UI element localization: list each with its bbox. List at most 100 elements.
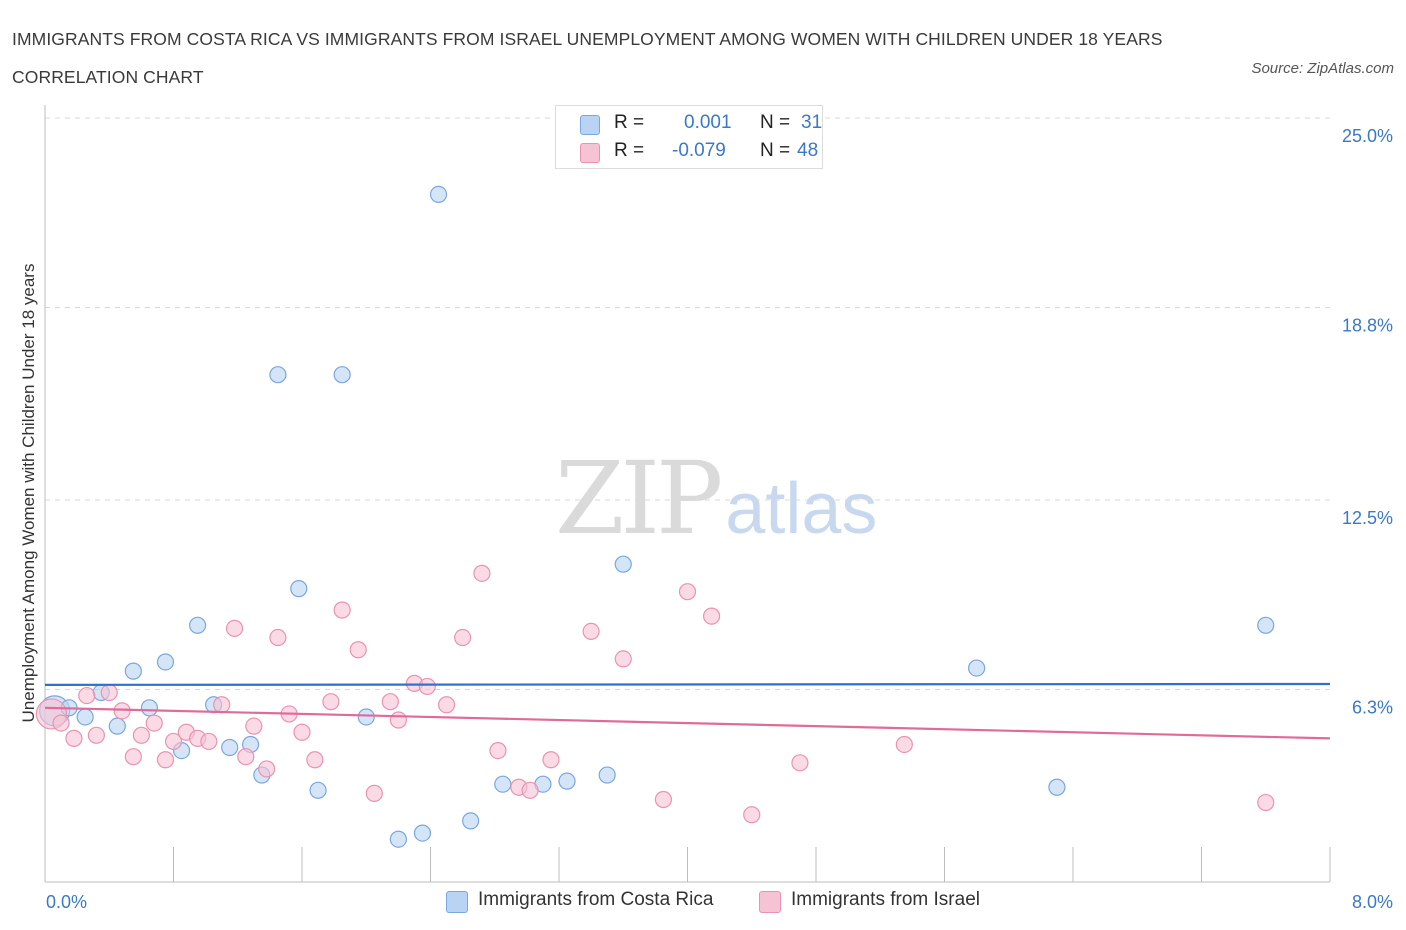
point-costa-rica — [413, 824, 432, 842]
point-israel — [213, 696, 231, 714]
point-costa-rica — [124, 662, 142, 680]
watermark: ZIPatlas — [555, 440, 877, 557]
point-costa-rica — [494, 775, 512, 793]
axes — [44, 105, 1331, 883]
n-value: 31 — [801, 112, 823, 133]
point-israel — [333, 601, 351, 619]
point-israel — [895, 735, 913, 754]
point-israel — [322, 693, 340, 711]
point-costa-rica — [108, 717, 126, 735]
point-costa-rica — [76, 708, 94, 726]
legend-swatch-pink — [580, 143, 600, 163]
r-value: 0.001 — [684, 112, 732, 133]
point-israel — [87, 726, 106, 744]
n-value: 48 — [797, 140, 819, 161]
series-costa-rica-points — [39, 185, 1275, 848]
source-note: Source: ZipAtlas.com — [1251, 60, 1394, 77]
point-costa-rica — [269, 366, 287, 384]
trend-line-costa-rica — [44, 682, 1331, 686]
point-israel — [78, 686, 96, 705]
legend-label: Immigrants from Costa Rica — [478, 889, 714, 910]
legend-swatch-blue — [580, 115, 600, 135]
y-tick-label: 12.5% — [1342, 508, 1393, 528]
point-israel — [124, 748, 142, 766]
series-israel-points — [35, 564, 1275, 824]
y-tick-label: 18.8% — [1342, 315, 1393, 335]
point-israel — [293, 723, 311, 741]
point-israel — [389, 711, 407, 729]
legend-swatch-blue — [446, 891, 468, 913]
point-israel — [582, 622, 600, 641]
point-israel — [156, 751, 175, 769]
legend-swatch-pink — [759, 891, 781, 913]
point-costa-rica — [389, 830, 407, 848]
point-costa-rica — [614, 555, 632, 573]
n-label: N = — [760, 112, 791, 133]
point-israel — [1257, 793, 1275, 812]
point-israel — [702, 607, 721, 625]
n-label: N = — [760, 140, 791, 161]
y-tick-label: 25.0% — [1342, 126, 1393, 146]
point-costa-rica — [429, 185, 448, 203]
point-israel — [145, 714, 163, 732]
point-israel — [237, 748, 255, 766]
point-costa-rica — [1257, 616, 1275, 634]
point-israel — [614, 650, 632, 668]
y-axis-label: Unemployment Among Women with Children U… — [19, 264, 38, 723]
point-israel — [791, 754, 809, 772]
point-israel — [349, 641, 367, 659]
point-israel — [454, 628, 472, 647]
point-israel — [381, 693, 399, 711]
point-costa-rica — [309, 781, 327, 799]
point-israel — [100, 683, 118, 702]
point-israel — [654, 790, 673, 809]
point-israel — [164, 732, 183, 751]
x-tick-label: 8.0% — [1352, 892, 1393, 912]
point-costa-rica — [188, 616, 207, 634]
r-label: R = — [614, 112, 645, 133]
point-costa-rica — [462, 812, 480, 830]
point-israel — [269, 628, 287, 647]
point-israel — [437, 696, 456, 714]
trend-line-israel — [44, 706, 1331, 740]
point-israel — [743, 806, 761, 824]
point-costa-rica — [968, 659, 986, 677]
point-israel — [418, 677, 436, 696]
point-costa-rica — [357, 708, 375, 726]
point-israel — [65, 729, 83, 747]
trend-lines — [44, 682, 1331, 740]
point-costa-rica — [140, 699, 159, 717]
y-tick-label: 6.3% — [1352, 697, 1393, 717]
point-israel — [258, 760, 276, 778]
point-costa-rica — [221, 738, 239, 757]
point-israel — [306, 751, 324, 769]
point-costa-rica — [290, 580, 308, 598]
point-israel — [473, 564, 491, 582]
point-costa-rica — [598, 766, 616, 784]
point-israel — [52, 714, 70, 732]
point-costa-rica — [558, 772, 576, 790]
point-israel — [542, 751, 560, 769]
point-israel — [489, 741, 507, 760]
point-israel — [132, 726, 150, 744]
tick-labels: 6.3% 12.5% 18.8% 25.0% 0.0% 8.0% — [46, 126, 1393, 912]
chart-title: IMMIGRANTS FROM COSTA RICA VS IMMIGRANTS… — [12, 29, 1163, 87]
point-costa-rica — [156, 653, 175, 671]
point-costa-rica — [1048, 778, 1066, 796]
point-costa-rica — [333, 366, 351, 384]
x-tick-label: 0.0% — [46, 892, 87, 912]
stats-legend: R = 0.001 N = 31 R = -0.079 N = 48 — [555, 105, 823, 169]
point-israel — [200, 732, 218, 751]
point-israel — [678, 583, 697, 601]
point-israel — [225, 619, 244, 637]
r-value: -0.079 — [672, 140, 726, 161]
point-israel — [245, 717, 263, 735]
r-label: R = — [614, 140, 645, 161]
legend-label: Immigrants from Israel — [791, 889, 980, 910]
watermark-atlas: atlas — [725, 469, 878, 549]
point-israel — [521, 781, 539, 799]
watermark-zip: ZIP — [555, 440, 723, 557]
point-israel — [365, 784, 383, 802]
grid-lines — [45, 117, 1330, 690]
